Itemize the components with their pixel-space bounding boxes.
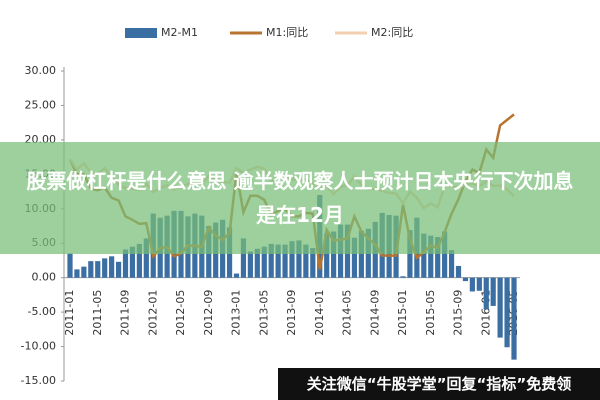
y-tick-label: -5.00 [28,305,56,318]
x-tick-label: 2014-09 [368,290,381,336]
x-tick-label: 2012-05 [174,290,187,336]
y-tick-label: 25.00 [25,98,57,111]
bar [476,277,482,291]
y-tick-label: -10.00 [21,340,56,353]
bar [310,248,316,278]
x-tick-label: 2014-05 [341,290,354,336]
x-tick-label: 2013-09 [285,290,298,336]
bar [136,243,142,278]
bar [74,269,80,278]
bar [331,231,337,278]
headline: 股票做杠杆是什么意思 逾半数观察人士预计日本央行下次加息是在12月 [0,142,600,254]
bar [143,238,149,278]
x-tick-label: 2015-09 [452,290,465,336]
bar [289,241,295,278]
bar [115,261,122,278]
bar [129,246,136,278]
bar [88,261,94,278]
bar [247,251,253,278]
x-tick-label: 2015-01 [396,290,409,336]
bar [275,244,281,278]
y-tick-label: 30.00 [25,64,57,77]
y-tick-label: -15.00 [21,374,56,387]
bar [102,258,108,278]
legend-label: M2-M1 [161,26,198,39]
bar [435,237,441,278]
bar [483,277,489,310]
bar [303,244,309,278]
watermark: 关注微信“牛股学堂”回复“指标”免费领 [278,368,600,400]
bar [268,243,274,278]
bar [448,250,455,278]
bar [462,277,469,282]
bar [240,238,247,278]
bar [469,277,475,292]
bar [428,235,434,278]
bar [109,256,115,278]
bar [455,265,462,278]
x-tick-label: 2013-05 [257,290,270,336]
bar [324,233,330,278]
bar [122,249,129,278]
bar [351,237,358,278]
x-tick-label: 2011-05 [91,290,104,336]
x-tick-label: 2016-01 [479,290,492,336]
bar [296,240,302,278]
bar [358,230,364,278]
bar [261,246,267,278]
y-tick-label: 0.00 [32,271,57,284]
legend-label: M1:同比 [266,26,308,39]
x-tick-label: 2012-01 [146,290,159,336]
x-tick-label: 2014-01 [313,290,326,336]
x-tick-label: 2015-05 [424,290,437,336]
bar [504,277,510,348]
bar [400,276,406,278]
bar [497,277,503,338]
bar [490,277,496,306]
x-tick-label: 2011-01 [63,290,76,336]
bar [67,253,73,278]
legend-swatch [125,28,157,38]
bar [442,231,448,278]
bar [233,273,240,278]
bar [282,244,288,278]
bar [421,233,427,278]
bar [254,248,260,278]
x-tick-label: 2012-09 [202,290,215,336]
bar [511,277,517,360]
bar [81,266,87,278]
legend-label: M2:同比 [371,26,413,39]
bar [95,261,101,278]
x-tick-label: 2011-09 [119,290,132,336]
x-tick-label: 2013-01 [230,290,243,336]
